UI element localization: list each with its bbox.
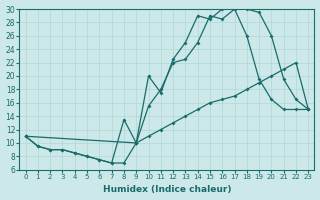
X-axis label: Humidex (Indice chaleur): Humidex (Indice chaleur) bbox=[103, 185, 231, 194]
